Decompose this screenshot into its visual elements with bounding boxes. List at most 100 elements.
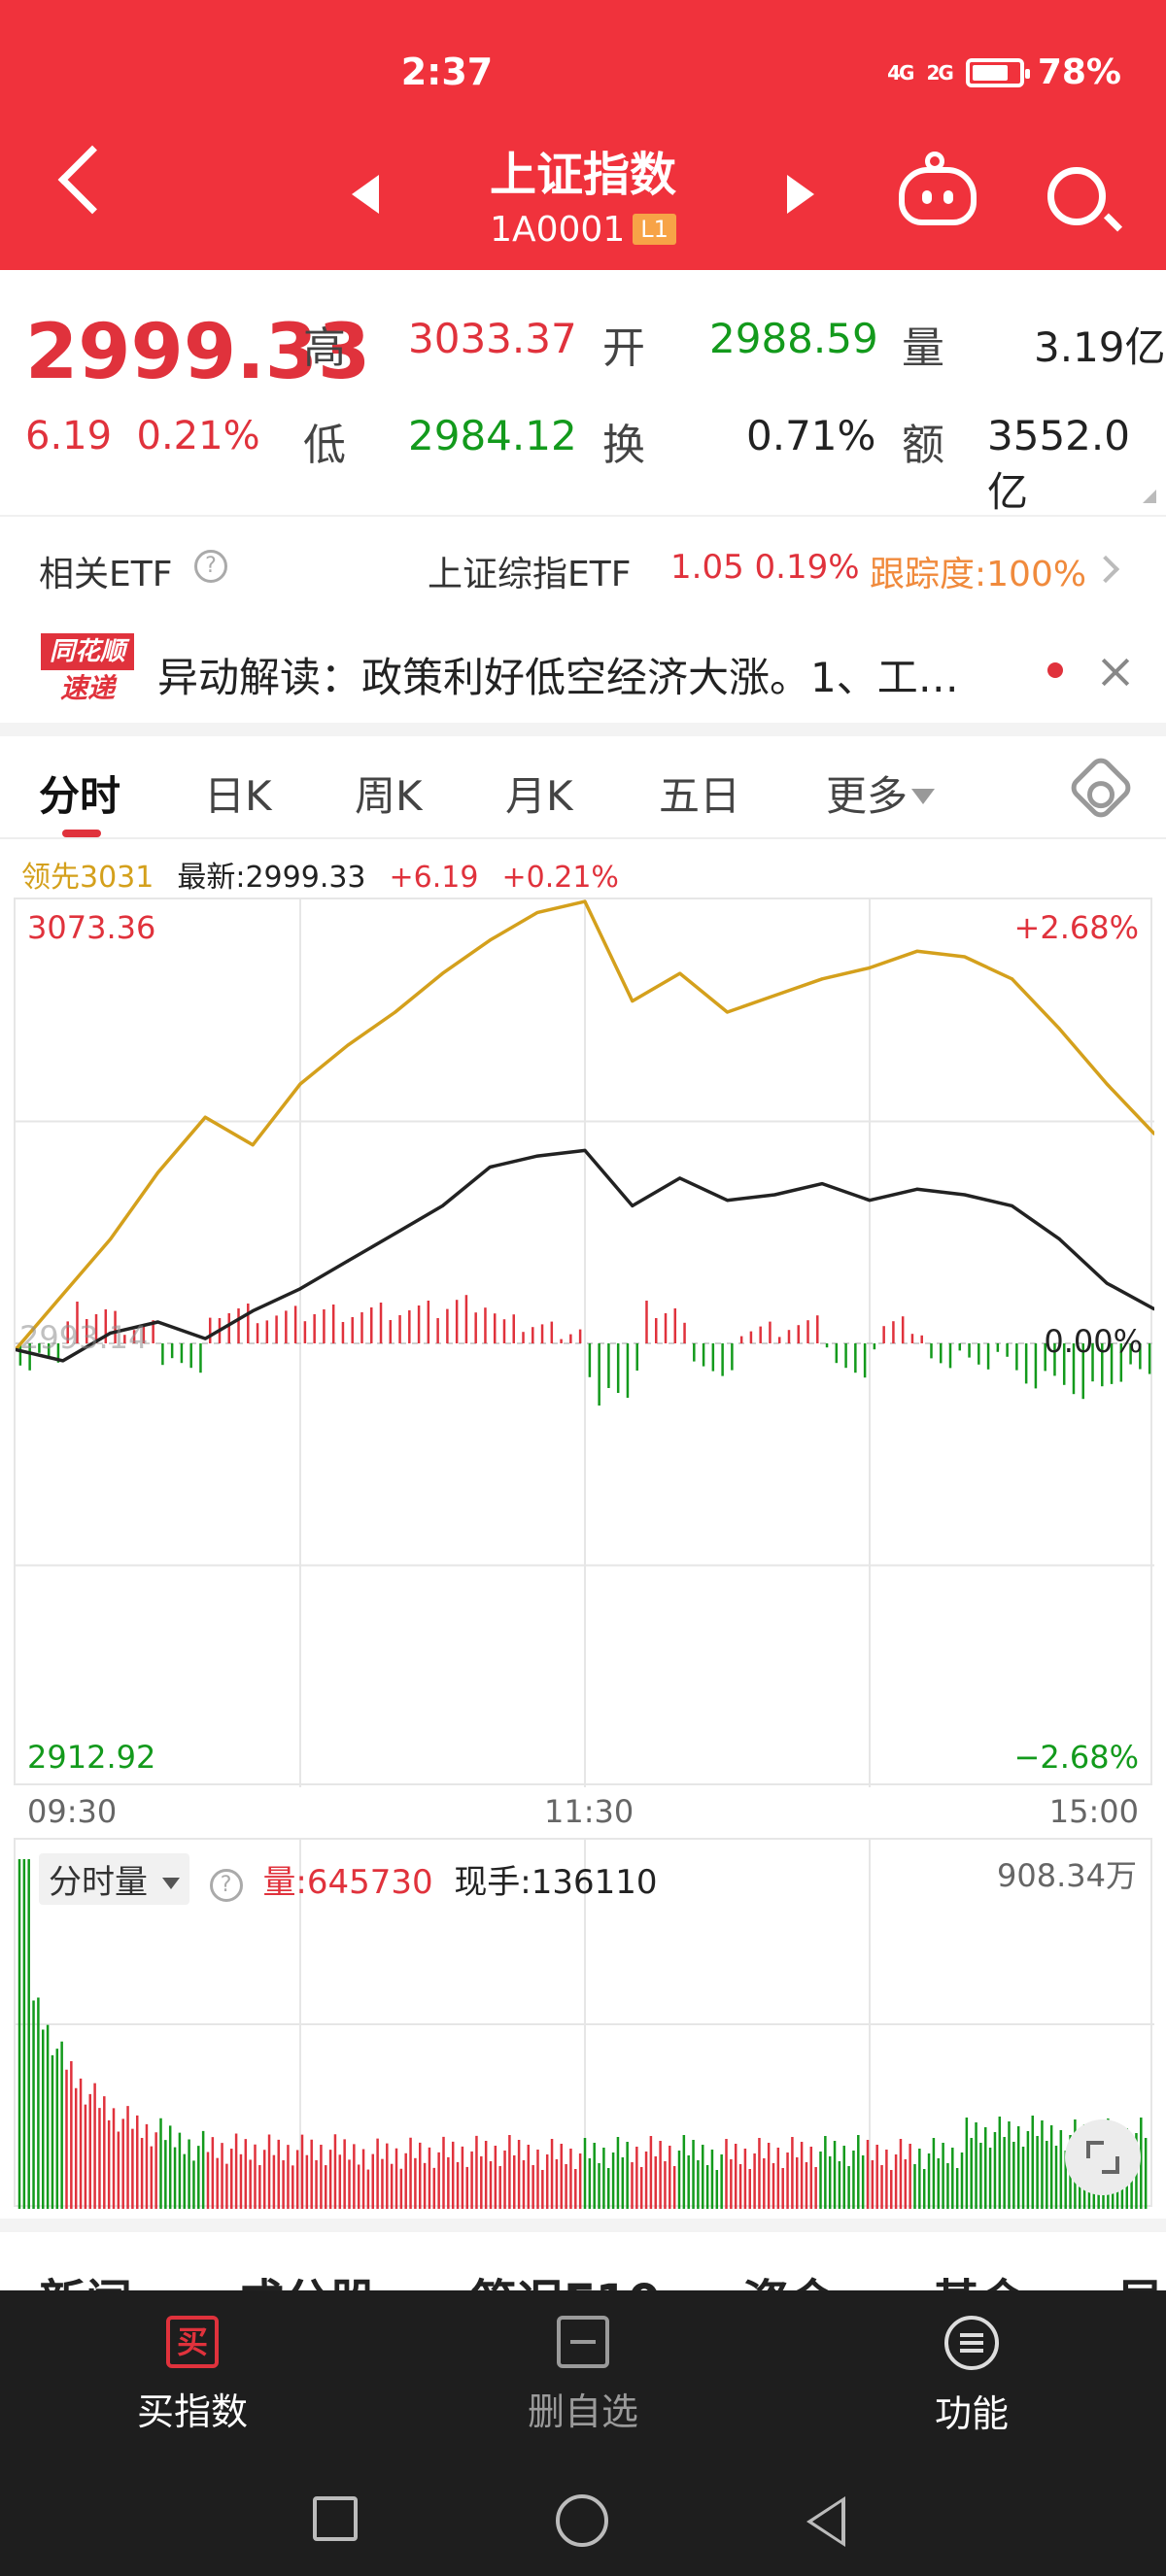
volume-chart[interactable]: [14, 1838, 1154, 2209]
series-point-1: [251, 1309, 255, 1313]
info-tab-more[interactable]: 异: [1117, 2263, 1164, 2292]
series-point-1: [1152, 1307, 1154, 1311]
info-tab-fund[interactable]: 基金: [933, 2263, 1026, 2292]
etf-tracking: 跟踪度:100%: [870, 555, 1087, 594]
series-point-0: [203, 1115, 207, 1119]
tab-week-k[interactable]: 周K: [355, 772, 423, 820]
nav-back-icon[interactable]: [806, 2496, 845, 2547]
buy-icon: 买: [166, 2316, 219, 2368]
recent-apps-icon[interactable]: [313, 2496, 358, 2541]
series-point-0: [298, 1082, 302, 1086]
tab-month-k[interactable]: 月K: [505, 772, 573, 820]
current-price: 2999.33: [25, 309, 371, 396]
prev-arrow-icon[interactable]: [352, 175, 379, 214]
battery-percent: 78%: [1037, 52, 1121, 92]
info-tab-funds[interactable]: 资金: [742, 2263, 836, 2292]
series-point-1: [203, 1337, 207, 1340]
info-tab-f10[interactable]: 简况F10: [470, 2263, 661, 2292]
series-point-1: [868, 1199, 872, 1203]
help-icon[interactable]: ?: [209, 1869, 243, 1902]
series-point-1: [915, 1187, 919, 1191]
legend-lead: 领先3031: [21, 861, 154, 895]
prev-close-watermark: 2993.14: [19, 1319, 149, 1356]
y-axis-bottom: 2912.92: [27, 1739, 156, 1776]
turnover-value: 0.71%: [746, 412, 876, 459]
etf-name: 上证综指ETF: [428, 555, 632, 594]
tab-five-day[interactable]: 五日: [659, 772, 741, 820]
home-icon[interactable]: [556, 2494, 608, 2547]
amount-label: 额: [902, 421, 944, 470]
legend-change: +6.19: [389, 861, 479, 895]
tab-fenshi[interactable]: 分时: [39, 772, 121, 820]
info-tab-components[interactable]: 成分股: [237, 2263, 377, 2292]
series-point-1: [963, 1193, 967, 1197]
time-start: 09:30: [27, 1793, 118, 1830]
series-point-1: [394, 1232, 397, 1236]
remove-watchlist-button[interactable]: 删自选: [466, 2316, 700, 2435]
tab-day-k[interactable]: 日K: [204, 772, 272, 820]
y-axis-top: 3073.36: [27, 909, 156, 946]
remove-icon: [557, 2316, 609, 2368]
series-point-0: [678, 971, 682, 975]
buy-index-button[interactable]: 买 买指数: [76, 2316, 309, 2435]
series-point-0: [61, 1293, 65, 1297]
tab-more[interactable]: 更多: [826, 763, 936, 823]
chevron-right-icon[interactable]: [1091, 555, 1120, 584]
series-point-0: [1152, 1132, 1154, 1135]
series-point-1: [820, 1182, 824, 1186]
current-hand: 现手:136110: [454, 1863, 658, 1902]
low-label: 低: [303, 421, 346, 470]
series-point-1: [441, 1203, 444, 1207]
series-point-1: [16, 1347, 17, 1351]
close-icon[interactable]: [1096, 653, 1135, 692]
volume-selector-label: 分时量: [49, 1863, 148, 1902]
help-icon[interactable]: ?: [194, 550, 227, 583]
related-etf-row[interactable]: 相关ETF ? 上证综指ETF 1.05 0.19% 跟踪度:100%: [0, 515, 1166, 612]
logo-top-text: 同花顺: [41, 633, 134, 670]
robot-icon[interactable]: [899, 167, 977, 225]
search-icon[interactable]: [1047, 167, 1106, 225]
expand-corner-icon[interactable]: [1143, 490, 1156, 503]
series-point-0: [251, 1143, 255, 1147]
action-bar: 买 买指数 删自选 功能: [0, 2290, 1166, 2465]
pct-axis-mid: 0.00%: [1044, 1323, 1143, 1360]
menu-icon: [944, 2316, 999, 2370]
function-label: 功能: [934, 2392, 1009, 2435]
series-point-1: [61, 1359, 65, 1363]
section-divider: [0, 723, 1166, 736]
battery-icon: [965, 57, 1030, 87]
system-nav-bar: [0, 2465, 1166, 2576]
series-point-0: [963, 955, 967, 959]
series-point-1: [678, 1176, 682, 1180]
status-time: 2:37: [400, 51, 494, 93]
remove-watchlist-label: 删自选: [527, 2390, 638, 2433]
series-point-0: [488, 938, 492, 942]
level-tag: L1: [633, 214, 676, 245]
unread-dot: [1047, 662, 1063, 678]
series-point-0: [868, 966, 872, 969]
high-label: 高: [303, 323, 346, 373]
stock-code-row: 1A0001 L1: [0, 210, 1166, 250]
time-mid: 11:30: [544, 1793, 634, 1830]
volume-selector[interactable]: 分时量: [39, 1853, 189, 1905]
info-tabs: 新闻 成分股 简况F10 资金 基金 异: [0, 2234, 1166, 2292]
app-header: 2:37 4G 2G 78% 上证指数 1A0001 L1: [0, 0, 1166, 270]
news-ticker[interactable]: 同花顺 速递 异动解读：政策利好低空经济大涨。1、工…: [0, 614, 1166, 721]
news-headline[interactable]: 异动解读：政策利好低空经济大涨。1、工…: [157, 654, 959, 701]
series-point-1: [346, 1259, 350, 1263]
status-icons: 4G 2G 78%: [887, 52, 1121, 92]
series-point-0: [1057, 1027, 1061, 1031]
function-button[interactable]: 功能: [855, 2316, 1088, 2437]
series-point-0: [1011, 977, 1013, 981]
next-arrow-icon[interactable]: [787, 175, 814, 214]
chart-legend: 领先3031 最新:2999.33 +6.19 +0.21%: [21, 853, 642, 896]
series-point-1: [109, 1331, 113, 1335]
expand-icon[interactable]: [1065, 2119, 1141, 2195]
series-point-0: [915, 949, 919, 953]
dropdown-arrow-icon: [911, 789, 936, 804]
series-point-0: [441, 971, 444, 975]
info-tab-news[interactable]: 新闻: [39, 2263, 132, 2292]
intraday-chart[interactable]: [14, 898, 1154, 1787]
series-point-1: [726, 1199, 729, 1203]
volume-value: 3.19亿: [1034, 323, 1166, 371]
